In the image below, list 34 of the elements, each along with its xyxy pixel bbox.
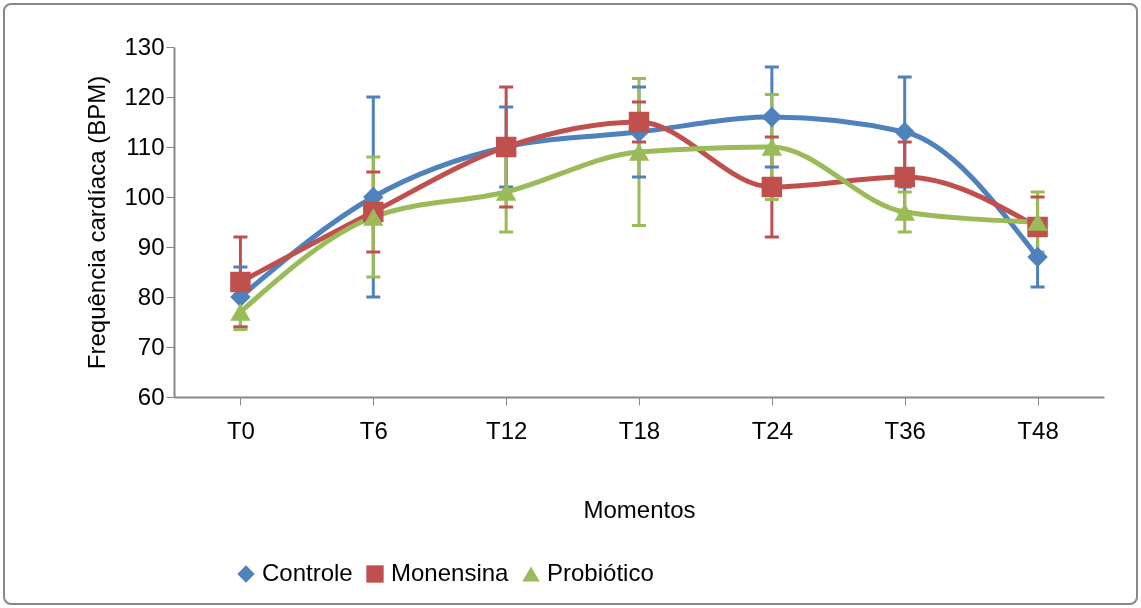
point (230, 303, 251, 321)
y-tick-label: 130 (124, 32, 165, 60)
point (761, 176, 783, 198)
point (761, 106, 783, 128)
point (894, 166, 915, 188)
x-tick-label: T24 (751, 416, 794, 444)
point (230, 271, 251, 293)
y-tick-label: 90 (137, 232, 165, 260)
point (495, 183, 517, 201)
point (894, 203, 915, 221)
legend-label: Probiótico (547, 559, 654, 586)
y-tick-label: 120 (124, 82, 165, 110)
y-tick-label: 100 (124, 182, 165, 210)
y-tick-label: 70 (137, 332, 165, 360)
point (1027, 213, 1048, 231)
x-tick-label: T48 (1017, 416, 1059, 444)
y-tick-label: 110 (126, 132, 165, 160)
point (1027, 246, 1048, 268)
y-tick-label: 80 (137, 282, 165, 310)
x-axis-title: Momentos (583, 495, 696, 523)
point (363, 208, 384, 226)
point (628, 143, 650, 161)
x-tick-label: T36 (884, 416, 926, 444)
legend-label: Controle (262, 559, 353, 586)
point (628, 111, 650, 133)
y-tick-label: 60 (137, 382, 165, 410)
x-tick-label: T6 (359, 416, 388, 444)
legend-label: Monensina (391, 559, 510, 586)
x-tick-label: T12 (485, 416, 528, 444)
point (761, 138, 783, 156)
x-tick-label: T18 (618, 416, 661, 444)
point (894, 121, 915, 143)
y-axis-title: Frequência cardíaca (BPM) (83, 75, 111, 370)
x-tick-label: T0 (226, 416, 255, 444)
